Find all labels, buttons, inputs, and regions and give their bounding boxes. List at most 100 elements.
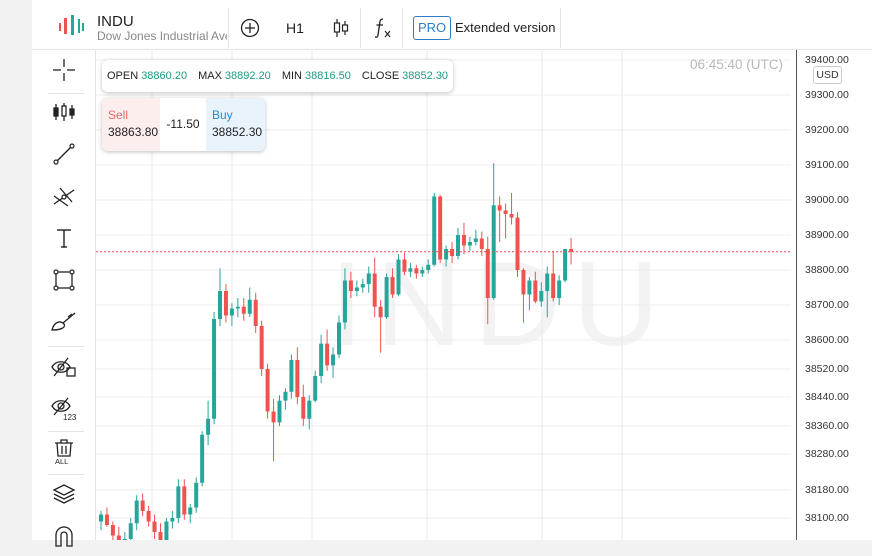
candle-body [206,418,211,435]
candle-body [253,299,258,326]
candle-body [479,238,484,249]
candle-body [557,280,562,298]
candle-body [485,249,490,298]
indicators-button[interactable] [368,10,398,46]
crosshair-icon [53,59,75,81]
candle-body [473,238,478,242]
candle-body [342,280,347,323]
candle-body [99,514,103,522]
candle-body [289,359,294,392]
close-value: 38852.30 [402,70,449,82]
candle-body [414,268,419,274]
candle-body [366,273,371,284]
sell-button[interactable]: Sell 38863.80 [102,98,160,151]
pro-badge[interactable]: PRO [413,16,452,40]
candle-body [283,391,288,401]
candle-body [152,521,157,532]
candle-body [432,196,437,265]
text-icon [57,229,71,248]
extended-version-link[interactable]: Extended version [455,20,556,35]
candlestick-icon [333,19,349,37]
candle-body [128,523,133,539]
chart-style-tool[interactable] [32,92,96,132]
buy-price: 38852.30 [212,125,263,139]
timeframe-button[interactable]: H1 [286,20,304,36]
min-label: MIN [281,70,302,82]
candle-body [456,235,460,256]
magnet-tool[interactable] [32,516,96,556]
layers-tool[interactable] [32,474,96,514]
spread-value: -11.50 [166,117,200,131]
server-clock: 06:45:40 (UTC) [689,57,783,72]
hide-indicators-icon: 123 [51,397,77,421]
candle-body [277,400,282,423]
crosshair-tool[interactable] [32,50,96,90]
rectangle-tool[interactable] [32,260,96,300]
candle-body [259,326,264,369]
candle-body [301,397,306,419]
buy-button[interactable]: Buy 38852.30 [206,98,265,151]
toolbar-divider [402,8,403,48]
candle-body [218,291,222,319]
brush-tool[interactable] [32,302,96,342]
candle-body [104,514,109,525]
sell-price: 38863.80 [108,125,159,139]
candle-body [444,249,449,260]
sidebar-divider [48,474,84,475]
price-tick-label: 38700.00 [805,299,849,311]
add-indicator-icon [240,18,260,38]
sidebar-divider [48,346,84,347]
svg-text:ALL: ALL [55,457,68,465]
candle-body [134,500,139,524]
candle-body [527,280,532,295]
add-indicator-button[interactable] [235,10,265,46]
candle-body [229,308,234,316]
candle-body [140,500,145,511]
candle-body [354,287,359,291]
delete-all-tool[interactable]: ALL [32,432,96,472]
candle-body [521,270,526,295]
candle-body [295,359,300,397]
delete-all-icon: ALL [55,439,73,465]
candle-body [212,319,217,419]
trend-line-tool[interactable] [32,134,96,174]
price-tick-label: 38180.00 [805,484,849,496]
currency-button[interactable]: USD [813,66,842,84]
candle-body [551,273,556,298]
candle-body [539,291,544,302]
price-tick-label: 38800.00 [805,264,849,276]
candle-body [307,400,312,419]
price-axis[interactable]: USD 38100.00 38180.00 38280.00 38360.00 3844… [796,50,872,540]
price-tick-label: 39200.00 [805,124,849,136]
ohlc-legend: OPEN 38860.20 MAX 38892.20 MIN 38816.50 … [102,60,454,92]
text-tool[interactable] [32,218,96,258]
chart-type-button[interactable] [326,10,356,46]
candle-body [313,376,318,401]
sell-label: Sell [108,108,129,122]
candle-body [378,306,383,318]
hide-drawings-tool[interactable] [32,347,96,387]
price-tick-label: 38900.00 [805,229,849,241]
toolbar-divider [560,8,561,48]
candle-body [420,270,425,274]
candle-body [384,277,389,318]
pitchfork-tool[interactable] [32,176,96,216]
candle-body [467,242,472,246]
price-chart[interactable] [96,50,791,540]
trend-line-icon [53,143,75,165]
chart-area[interactable]: INDU 06:45:40 (UTC) OPEN 38860.20 MAX 38… [96,50,791,540]
candle-body [569,249,574,252]
rectangle-icon [53,269,75,291]
candle-body [110,525,115,536]
candle-body [563,249,568,281]
hide-indicators-tool[interactable]: 123 [32,389,96,429]
sidebar-divider [48,93,84,94]
candle-body [194,482,199,508]
candle-body [461,235,466,246]
candle-body [319,343,324,376]
candle-body [360,284,365,288]
price-tick-label: 38600.00 [805,334,849,346]
candle-body [188,507,193,515]
magnet-icon [55,526,73,547]
svg-text:123: 123 [63,413,77,421]
